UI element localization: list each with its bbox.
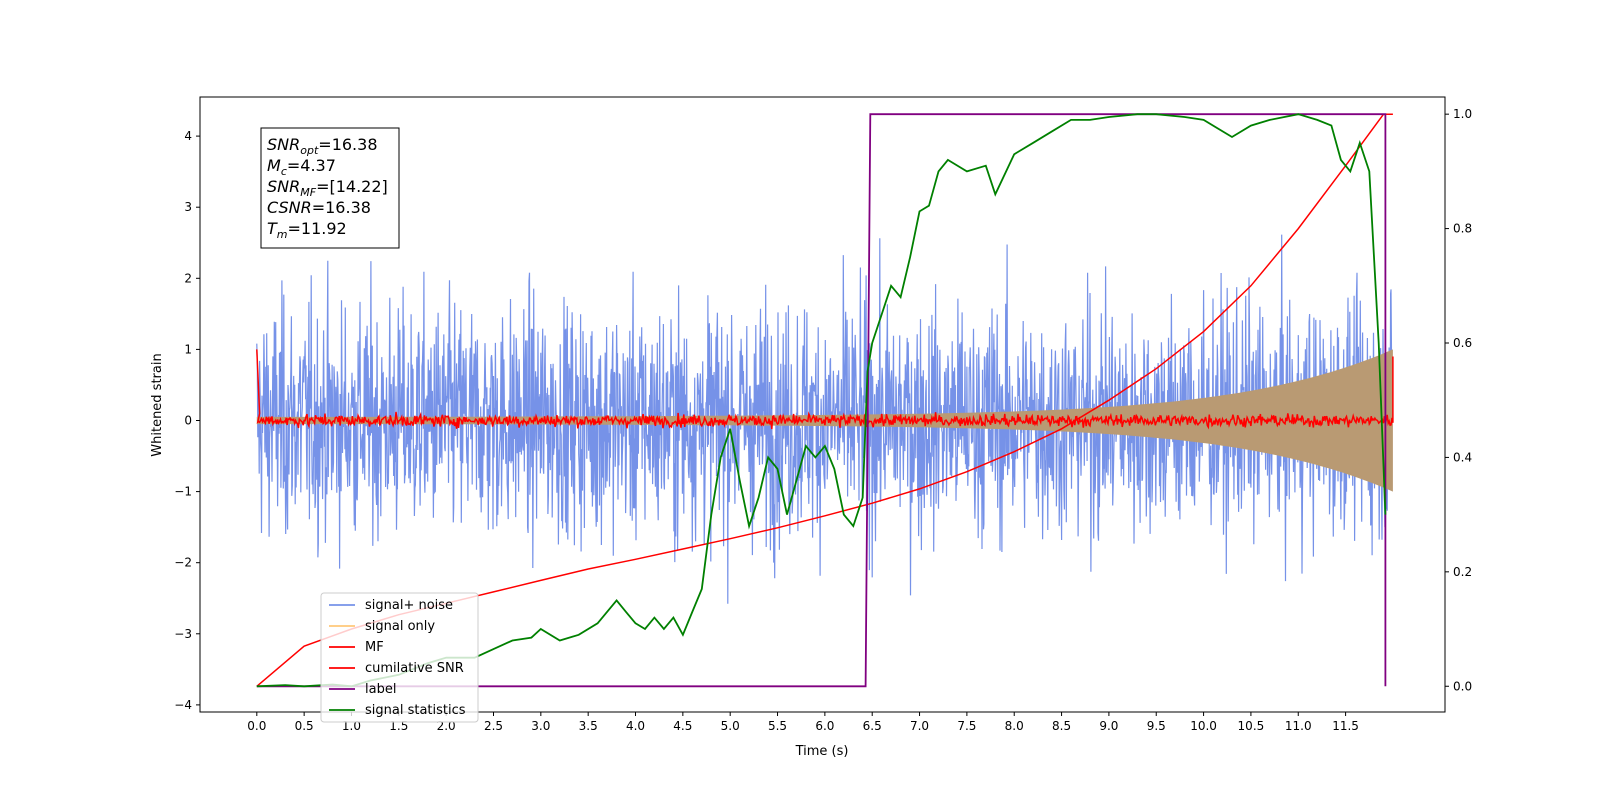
annotation-line: SNRMF=[14.22] xyxy=(267,177,388,199)
plot-frame xyxy=(199,96,1446,713)
y-axis-left: 4 3 2 1 0 −1 −2 −3 −4 xyxy=(174,129,200,712)
y-tick-label-left: 2 xyxy=(184,271,192,285)
series-signal-statistics xyxy=(256,113,1387,688)
x-tick-label: 0.5 xyxy=(295,719,314,733)
x-tick-label: 5.5 xyxy=(768,719,787,733)
legend-label: MF xyxy=(365,640,384,655)
y-tick-label-left: 3 xyxy=(184,200,192,214)
legend-label: signal+ noise xyxy=(365,598,453,613)
y-tick-label-right: 0.6 xyxy=(1453,336,1472,350)
x-tick-label: 6.5 xyxy=(863,719,882,733)
legend-label: cumilative SNR xyxy=(365,661,464,676)
y-axis-right: 1.0 0.8 0.6 0.4 0.2 0.0 xyxy=(1445,107,1472,693)
annotation-box: SNRopt=16.38Mc=4.37SNRMF=[14.22]CSNR=16.… xyxy=(260,127,400,249)
x-tick-label: 8.5 xyxy=(1052,719,1071,733)
x-tick-label: 7.5 xyxy=(957,719,976,733)
y-tick-label-left: 1 xyxy=(184,342,192,356)
y-tick-label-left: −2 xyxy=(174,556,192,570)
y-tick-label-right: 0.2 xyxy=(1453,565,1472,579)
y-tick-label-left: 0 xyxy=(184,413,192,427)
x-tick-label: 10.0 xyxy=(1190,719,1217,733)
x-tick-label: 11.0 xyxy=(1285,719,1312,733)
x-axis: 0.0 0.5 1.0 1.5 2.0 2.5 3.0 3.5 4.0 4.5 5.0 5.5 6.0 6… xyxy=(247,712,1359,733)
legend-frame xyxy=(320,592,479,723)
legend-label: signal statistics xyxy=(365,703,466,718)
series-label xyxy=(256,113,1387,688)
y-tick-label-left: −1 xyxy=(174,485,192,499)
x-tick-label: 0.0 xyxy=(247,719,266,733)
x-axis-label: Time (s) xyxy=(795,744,849,759)
y-tick-label-right: 0.0 xyxy=(1453,679,1472,693)
x-tick-label: 2.5 xyxy=(484,719,503,733)
x-tick-label: 7.0 xyxy=(910,719,929,733)
series-mf xyxy=(256,349,1394,430)
x-tick-label: 10.5 xyxy=(1238,719,1265,733)
legend-label: signal only xyxy=(365,619,435,634)
legend: signal+ noise signal only MF cumilative SNR… xyxy=(320,592,479,723)
y-tick-label-left: 4 xyxy=(184,129,192,143)
x-tick-label: 9.5 xyxy=(1147,719,1166,733)
x-tick-label: 4.0 xyxy=(626,719,645,733)
y-tick-label-right: 0.8 xyxy=(1453,222,1472,236)
annotation-line: Tm=11.92 xyxy=(267,219,347,241)
y-tick-label-left: −4 xyxy=(174,698,192,712)
legend-label: label xyxy=(365,682,396,697)
series-signal-noise xyxy=(256,234,1394,604)
x-tick-label: 9.0 xyxy=(1099,719,1118,733)
x-tick-label: 6.0 xyxy=(815,719,834,733)
x-tick-label: 8.0 xyxy=(1005,719,1024,733)
y-axis-label: Whitened strain xyxy=(150,353,165,456)
x-tick-label: 5.0 xyxy=(721,719,740,733)
y-tick-label-right: 1.0 xyxy=(1453,107,1472,121)
annotation-line: SNRopt=16.38 xyxy=(267,135,378,157)
x-tick-label: 11.5 xyxy=(1332,719,1359,733)
x-tick-label: 3.0 xyxy=(531,719,550,733)
annotation-line: CSNR=16.38 xyxy=(267,198,371,217)
x-tick-label: 3.5 xyxy=(579,719,598,733)
y-tick-label-left: −3 xyxy=(174,627,192,641)
annotation-line: Mc=4.37 xyxy=(267,156,336,178)
annotation-frame xyxy=(260,127,400,249)
y-tick-label-right: 0.4 xyxy=(1453,450,1472,464)
x-tick-label: 4.5 xyxy=(673,719,692,733)
